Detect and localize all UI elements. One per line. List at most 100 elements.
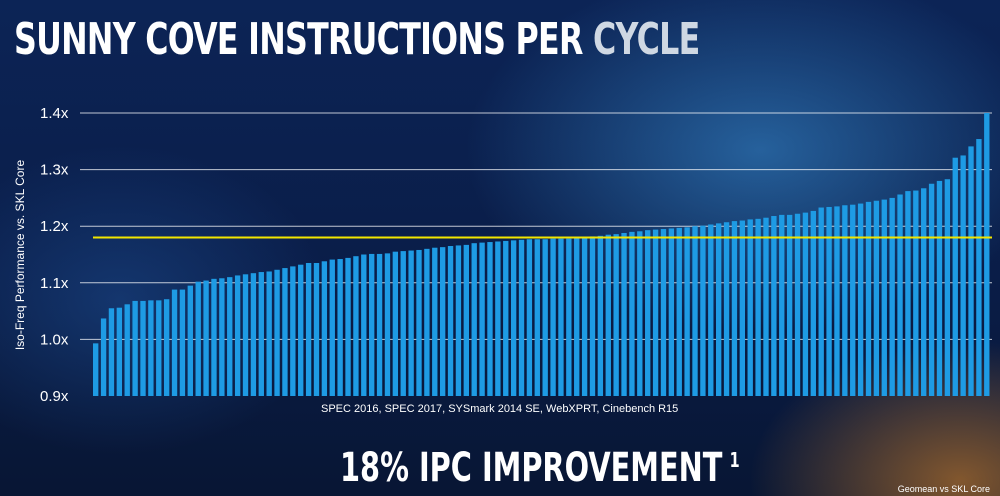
bar	[495, 241, 501, 396]
bar	[242, 274, 249, 396]
bar	[629, 231, 635, 396]
bar	[984, 113, 990, 396]
headline: 18% IPC IMPROVEMENT 1	[340, 448, 740, 488]
title-accent: CYCLE	[592, 14, 700, 65]
bar	[865, 201, 872, 396]
bar	[715, 223, 722, 396]
bar	[353, 256, 359, 396]
bar	[203, 280, 209, 396]
bar	[250, 273, 257, 396]
bar	[881, 199, 887, 396]
bar	[526, 239, 533, 396]
bar	[637, 231, 643, 396]
bar	[305, 262, 312, 396]
y-tick-label: 0.9x	[40, 388, 69, 405]
bar	[597, 235, 604, 396]
y-tick-label: 1.1x	[40, 275, 69, 292]
bar	[211, 278, 217, 396]
bar	[534, 239, 540, 396]
bar	[337, 259, 343, 396]
bar	[581, 237, 588, 396]
bar	[463, 244, 469, 396]
bar	[432, 247, 438, 396]
bar	[968, 146, 974, 396]
bar	[960, 155, 966, 396]
bar	[124, 304, 130, 396]
bar	[313, 262, 320, 396]
bar	[321, 261, 328, 396]
bar	[684, 227, 690, 396]
bar	[723, 222, 730, 396]
bar	[487, 242, 493, 396]
footnote: Geomean vs SKL Core	[897, 484, 990, 494]
bar	[952, 157, 958, 396]
y-tick-label: 1.0x	[40, 331, 69, 348]
bar	[936, 180, 943, 396]
bar	[818, 207, 824, 396]
bar	[660, 229, 667, 396]
bar	[944, 179, 951, 396]
bar	[298, 264, 304, 396]
headline-text: 18% IPC IMPROVEMENT	[340, 445, 723, 491]
bar	[471, 243, 477, 396]
bar	[100, 318, 107, 396]
bar	[913, 190, 919, 396]
bar	[171, 289, 178, 396]
bar	[700, 225, 706, 396]
bar	[345, 257, 351, 396]
bar	[810, 210, 816, 396]
bar	[156, 300, 162, 396]
bar	[219, 278, 225, 396]
bar	[408, 250, 414, 396]
headline-footnote-marker: 1	[729, 448, 740, 472]
bar	[842, 205, 848, 396]
bar	[747, 219, 753, 396]
bar	[692, 226, 698, 396]
y-tick-label: 1.2x	[40, 218, 69, 235]
bar	[613, 234, 619, 396]
bar	[282, 268, 288, 396]
bar	[731, 221, 738, 396]
y-tick-label: 1.3x	[40, 162, 69, 179]
bar	[857, 203, 864, 396]
bar	[708, 224, 714, 396]
bar	[258, 272, 264, 396]
bar	[905, 191, 911, 396]
bar	[755, 218, 761, 396]
bar	[566, 238, 572, 396]
bar	[384, 253, 391, 396]
bar	[645, 230, 651, 396]
bar	[400, 251, 406, 396]
bar	[873, 200, 880, 396]
bar	[550, 238, 556, 396]
bar	[779, 214, 785, 396]
bar	[132, 300, 138, 396]
bar	[652, 229, 659, 396]
bar	[518, 239, 525, 396]
bar	[274, 269, 280, 396]
bar	[589, 236, 596, 396]
bar	[455, 245, 462, 396]
bar	[195, 281, 201, 396]
title-main: SUNNY COVE INSTRUCTIONS PER	[14, 14, 583, 65]
bar	[227, 277, 233, 396]
bar	[93, 343, 99, 396]
bar	[290, 266, 296, 396]
bar	[889, 197, 895, 396]
y-tick-labels: 0.9x 1.0x 1.1x 1.2x 1.3x 1.4x	[40, 105, 69, 405]
bar	[558, 238, 564, 396]
bar	[976, 139, 982, 397]
bar	[510, 240, 517, 396]
bar	[897, 194, 903, 396]
bar	[392, 251, 399, 396]
bar	[234, 275, 241, 396]
bar	[763, 217, 769, 396]
bar	[739, 220, 746, 396]
bar	[416, 249, 422, 396]
bar	[826, 206, 832, 396]
bar	[439, 247, 446, 396]
bar	[676, 227, 682, 396]
bar	[148, 300, 154, 396]
bars	[93, 113, 990, 397]
bar	[479, 242, 485, 396]
